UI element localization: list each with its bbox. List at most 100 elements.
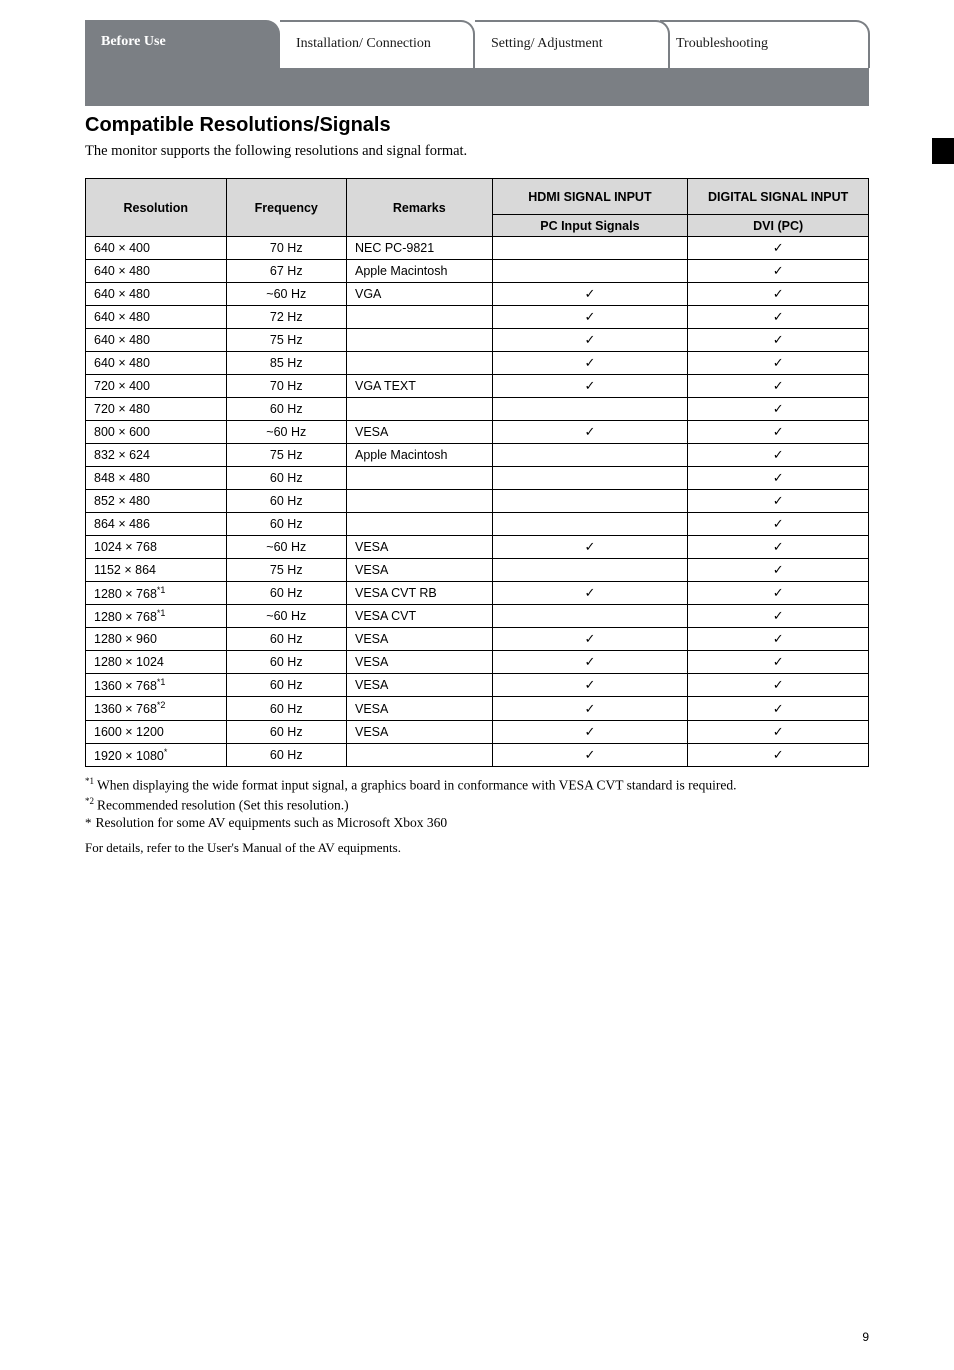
cell-resolution: 640 × 400 xyxy=(86,237,227,260)
cell-digital: ✓ xyxy=(688,421,869,444)
cell-hdmi xyxy=(492,467,688,490)
cell-resolution: 864 × 486 xyxy=(86,513,227,536)
cell-hdmi xyxy=(492,260,688,283)
cell-hdmi: ✓ xyxy=(492,582,688,605)
table-row: 640 × 48067 HzApple Macintosh✓ xyxy=(86,260,869,283)
cell-digital: ✓ xyxy=(688,674,869,697)
table-row: 848 × 48060 Hz✓ xyxy=(86,467,869,490)
cell-digital: ✓ xyxy=(688,490,869,513)
cell-frequency: ~60 Hz xyxy=(226,536,346,559)
cell-frequency: 60 Hz xyxy=(226,720,346,743)
tab-label: Troubleshooting xyxy=(660,22,868,52)
table-row: 852 × 48060 Hz ✓ xyxy=(86,490,869,513)
tab-setting[interactable]: Setting/ Adjustment xyxy=(475,20,670,68)
cell-resolution: 1024 × 768 xyxy=(86,536,227,559)
footnote-2: Recommended resolution (Set this resolut… xyxy=(97,797,349,812)
table-row: 1280 × 96060 HzVESA✓✓ xyxy=(86,628,869,651)
cell-hdmi xyxy=(492,513,688,536)
cell-digital: ✓ xyxy=(688,467,869,490)
cell-hdmi: ✓ xyxy=(492,283,688,306)
cell-digital: ✓ xyxy=(688,352,869,375)
cell-remarks: VESA CVT RB xyxy=(346,582,492,605)
cell-resolution: 852 × 480 xyxy=(86,490,227,513)
cell-hdmi: ✓ xyxy=(492,697,688,720)
cell-frequency: ~60 Hz xyxy=(226,605,346,628)
table-row: 800 × 600~60 HzVESA✓✓ xyxy=(86,421,869,444)
cell-frequency: 60 Hz xyxy=(226,398,346,421)
cell-frequency: 60 Hz xyxy=(226,582,346,605)
cell-digital: ✓ xyxy=(688,237,869,260)
tab-label: Before Use xyxy=(85,20,280,50)
cell-remarks: VESA xyxy=(346,421,492,444)
cell-hdmi xyxy=(492,237,688,260)
section-intro: The monitor supports the following resol… xyxy=(85,143,869,160)
table-row: 1152 × 86475 HzVESA✓ xyxy=(86,559,869,582)
cell-remarks: Apple Macintosh xyxy=(346,444,492,467)
cell-remarks xyxy=(346,329,492,352)
cell-remarks xyxy=(346,743,492,766)
cell-remarks: VESA xyxy=(346,536,492,559)
cell-digital: ✓ xyxy=(688,720,869,743)
tab-before-use[interactable]: Before Use xyxy=(85,20,280,68)
cell-hdmi: ✓ xyxy=(492,421,688,444)
cell-digital: ✓ xyxy=(688,582,869,605)
cell-resolution: 1152 × 864 xyxy=(86,559,227,582)
cell-frequency: 60 Hz xyxy=(226,490,346,513)
cell-digital: ✓ xyxy=(688,536,869,559)
cell-remarks: VESA xyxy=(346,651,492,674)
cell-remarks: VGA TEXT xyxy=(346,375,492,398)
footnote-star: Resolution for some AV equipments such a… xyxy=(96,815,448,830)
table-row: 1360 × 768*260 HzVESA✓✓ xyxy=(86,697,869,720)
cell-resolution: 1280 × 960 xyxy=(86,628,227,651)
cell-frequency: 67 Hz xyxy=(226,260,346,283)
tab-installation[interactable]: Installation/ Connection xyxy=(280,20,475,68)
cell-remarks xyxy=(346,398,492,421)
cell-frequency: ~60 Hz xyxy=(226,283,346,306)
cell-frequency: 85 Hz xyxy=(226,352,346,375)
cell-resolution: 640 × 480 xyxy=(86,329,227,352)
cell-frequency: 75 Hz xyxy=(226,444,346,467)
cell-hdmi xyxy=(492,559,688,582)
cell-hdmi: ✓ xyxy=(492,536,688,559)
cell-frequency: 70 Hz xyxy=(226,375,346,398)
tab-label: Installation/ Connection xyxy=(280,22,473,52)
cell-digital: ✓ xyxy=(688,306,869,329)
cell-digital: ✓ xyxy=(688,743,869,766)
tabs-header: Before Use Installation/ Connection Sett… xyxy=(0,20,954,106)
section-title: Compatible Resolutions/Signals xyxy=(85,114,869,137)
col-digital: DIGITAL SIGNAL INPUT xyxy=(688,179,869,215)
cell-digital: ✓ xyxy=(688,513,869,536)
cell-resolution: 720 × 400 xyxy=(86,375,227,398)
table-row: 864 × 48660 Hz ✓ xyxy=(86,513,869,536)
table-row: 640 × 48075 Hz✓✓ xyxy=(86,329,869,352)
cell-frequency: ~60 Hz xyxy=(226,421,346,444)
cell-frequency: 75 Hz xyxy=(226,329,346,352)
tab-troubleshooting[interactable]: Troubleshooting xyxy=(660,20,870,68)
cell-hdmi xyxy=(492,444,688,467)
table-row: 640 × 40070 HzNEC PC-9821✓ xyxy=(86,237,869,260)
cell-remarks xyxy=(346,467,492,490)
table-row: 1024 × 768~60 HzVESA✓✓ xyxy=(86,536,869,559)
cell-digital: ✓ xyxy=(688,651,869,674)
cell-frequency: 60 Hz xyxy=(226,513,346,536)
cell-frequency: 75 Hz xyxy=(226,559,346,582)
cell-digital: ✓ xyxy=(688,628,869,651)
cell-frequency: 60 Hz xyxy=(226,697,346,720)
table-row: 1920 × 1080*60 Hz✓✓ xyxy=(86,743,869,766)
footnote-2-marker: *2 xyxy=(85,796,94,806)
cell-digital: ✓ xyxy=(688,260,869,283)
cell-hdmi xyxy=(492,398,688,421)
table-row: 1280 × 102460 HzVESA✓✓ xyxy=(86,651,869,674)
cell-remarks: VESA CVT xyxy=(346,605,492,628)
cell-remarks: VESA xyxy=(346,720,492,743)
cell-remarks xyxy=(346,306,492,329)
col-frequency: Frequency xyxy=(226,179,346,237)
col-digital-sub: DVI (PC) xyxy=(688,215,869,237)
footnotes: *1When displaying the wide format input … xyxy=(85,775,869,858)
header-gray-bar xyxy=(85,68,869,106)
col-hdmi: HDMI SIGNAL INPUT xyxy=(492,179,688,215)
table-row: 1600 × 120060 HzVESA✓✓ xyxy=(86,720,869,743)
cell-remarks: NEC PC-9821 xyxy=(346,237,492,260)
page-number: 9 xyxy=(862,1330,869,1344)
cell-frequency: 72 Hz xyxy=(226,306,346,329)
